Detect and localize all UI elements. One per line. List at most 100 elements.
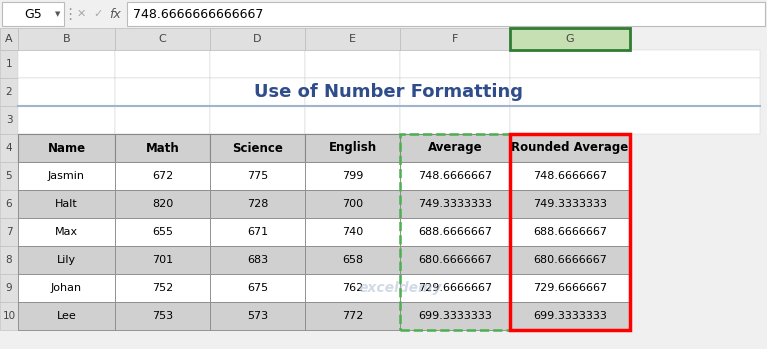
Bar xyxy=(305,50,400,78)
Text: ✓: ✓ xyxy=(93,9,102,19)
Text: 9: 9 xyxy=(5,283,12,293)
Text: ⋮: ⋮ xyxy=(62,7,77,22)
Bar xyxy=(400,134,510,162)
Bar xyxy=(305,246,400,274)
Text: 748.6666667: 748.6666667 xyxy=(533,171,607,181)
Bar xyxy=(510,246,630,274)
Text: A: A xyxy=(5,34,13,44)
Text: 5: 5 xyxy=(5,171,12,181)
Bar xyxy=(400,162,510,190)
Bar xyxy=(115,50,210,78)
Text: F: F xyxy=(452,34,458,44)
Text: 772: 772 xyxy=(342,311,364,321)
Text: Jasmin: Jasmin xyxy=(48,171,85,181)
Text: Average: Average xyxy=(428,141,482,155)
Text: 748.6666666666667: 748.6666666666667 xyxy=(133,7,263,21)
Bar xyxy=(115,274,210,302)
Text: 680.6666667: 680.6666667 xyxy=(418,255,492,265)
Bar xyxy=(210,106,305,134)
Text: 749.3333333: 749.3333333 xyxy=(533,199,607,209)
Bar xyxy=(305,134,400,162)
Bar xyxy=(305,302,400,330)
Bar xyxy=(18,106,115,134)
Bar xyxy=(210,302,305,330)
Bar xyxy=(115,134,210,162)
Bar xyxy=(510,134,630,162)
Bar xyxy=(510,134,630,330)
Text: exceldemy: exceldemy xyxy=(358,281,442,295)
Bar xyxy=(18,28,115,50)
Bar xyxy=(210,28,305,50)
Text: 752: 752 xyxy=(152,283,173,293)
Text: 728: 728 xyxy=(247,199,268,209)
Bar xyxy=(115,162,210,190)
Bar xyxy=(400,218,510,246)
Text: Lee: Lee xyxy=(57,311,77,321)
Text: 762: 762 xyxy=(342,283,363,293)
Text: G: G xyxy=(566,34,574,44)
Text: 688.6666667: 688.6666667 xyxy=(533,227,607,237)
Bar xyxy=(115,302,210,330)
Text: 699.3333333: 699.3333333 xyxy=(533,311,607,321)
Text: 658: 658 xyxy=(342,255,363,265)
Text: Science: Science xyxy=(232,141,283,155)
Bar xyxy=(400,190,510,218)
Bar xyxy=(510,106,760,134)
Bar xyxy=(305,78,400,106)
Bar xyxy=(305,190,400,218)
Text: 671: 671 xyxy=(247,227,268,237)
Bar xyxy=(0,218,18,246)
Bar xyxy=(400,78,510,106)
Bar xyxy=(510,190,630,218)
Bar xyxy=(115,28,210,50)
Bar xyxy=(400,302,510,330)
Bar xyxy=(18,190,115,218)
Bar xyxy=(18,78,115,106)
Text: 675: 675 xyxy=(247,283,268,293)
Text: ▼: ▼ xyxy=(55,11,61,17)
Text: 680.6666667: 680.6666667 xyxy=(533,255,607,265)
Bar xyxy=(510,78,760,106)
Bar xyxy=(400,28,510,50)
Bar xyxy=(400,50,510,78)
Bar xyxy=(510,218,630,246)
Text: 740: 740 xyxy=(342,227,363,237)
Bar xyxy=(510,162,630,190)
Bar xyxy=(18,302,115,330)
Text: 2: 2 xyxy=(5,87,12,97)
Bar xyxy=(400,134,510,330)
Bar xyxy=(400,106,510,134)
Bar xyxy=(210,134,305,162)
Text: 4: 4 xyxy=(5,143,12,153)
Bar xyxy=(305,162,400,190)
Bar xyxy=(0,190,18,218)
Text: 701: 701 xyxy=(152,255,173,265)
Text: 6: 6 xyxy=(5,199,12,209)
Bar xyxy=(210,78,305,106)
Text: B: B xyxy=(63,34,71,44)
Bar xyxy=(0,0,767,28)
Text: 748.6666667: 748.6666667 xyxy=(418,171,492,181)
Text: 820: 820 xyxy=(152,199,173,209)
Text: Use of Number Formatting: Use of Number Formatting xyxy=(255,83,524,101)
Bar xyxy=(115,246,210,274)
Text: 10: 10 xyxy=(2,311,15,321)
Bar xyxy=(115,106,210,134)
Bar xyxy=(0,162,18,190)
Bar xyxy=(18,218,115,246)
Bar xyxy=(210,50,305,78)
Text: 753: 753 xyxy=(152,311,173,321)
Text: E: E xyxy=(349,34,356,44)
Bar xyxy=(0,28,18,50)
Text: 672: 672 xyxy=(152,171,173,181)
Bar xyxy=(0,302,18,330)
Bar xyxy=(18,162,115,190)
Text: fx: fx xyxy=(109,7,120,21)
Bar xyxy=(305,28,400,50)
Text: Halt: Halt xyxy=(55,199,78,209)
Bar xyxy=(400,274,510,302)
Bar xyxy=(115,190,210,218)
Text: D: D xyxy=(253,34,262,44)
Text: 3: 3 xyxy=(5,115,12,125)
Bar xyxy=(0,274,18,302)
